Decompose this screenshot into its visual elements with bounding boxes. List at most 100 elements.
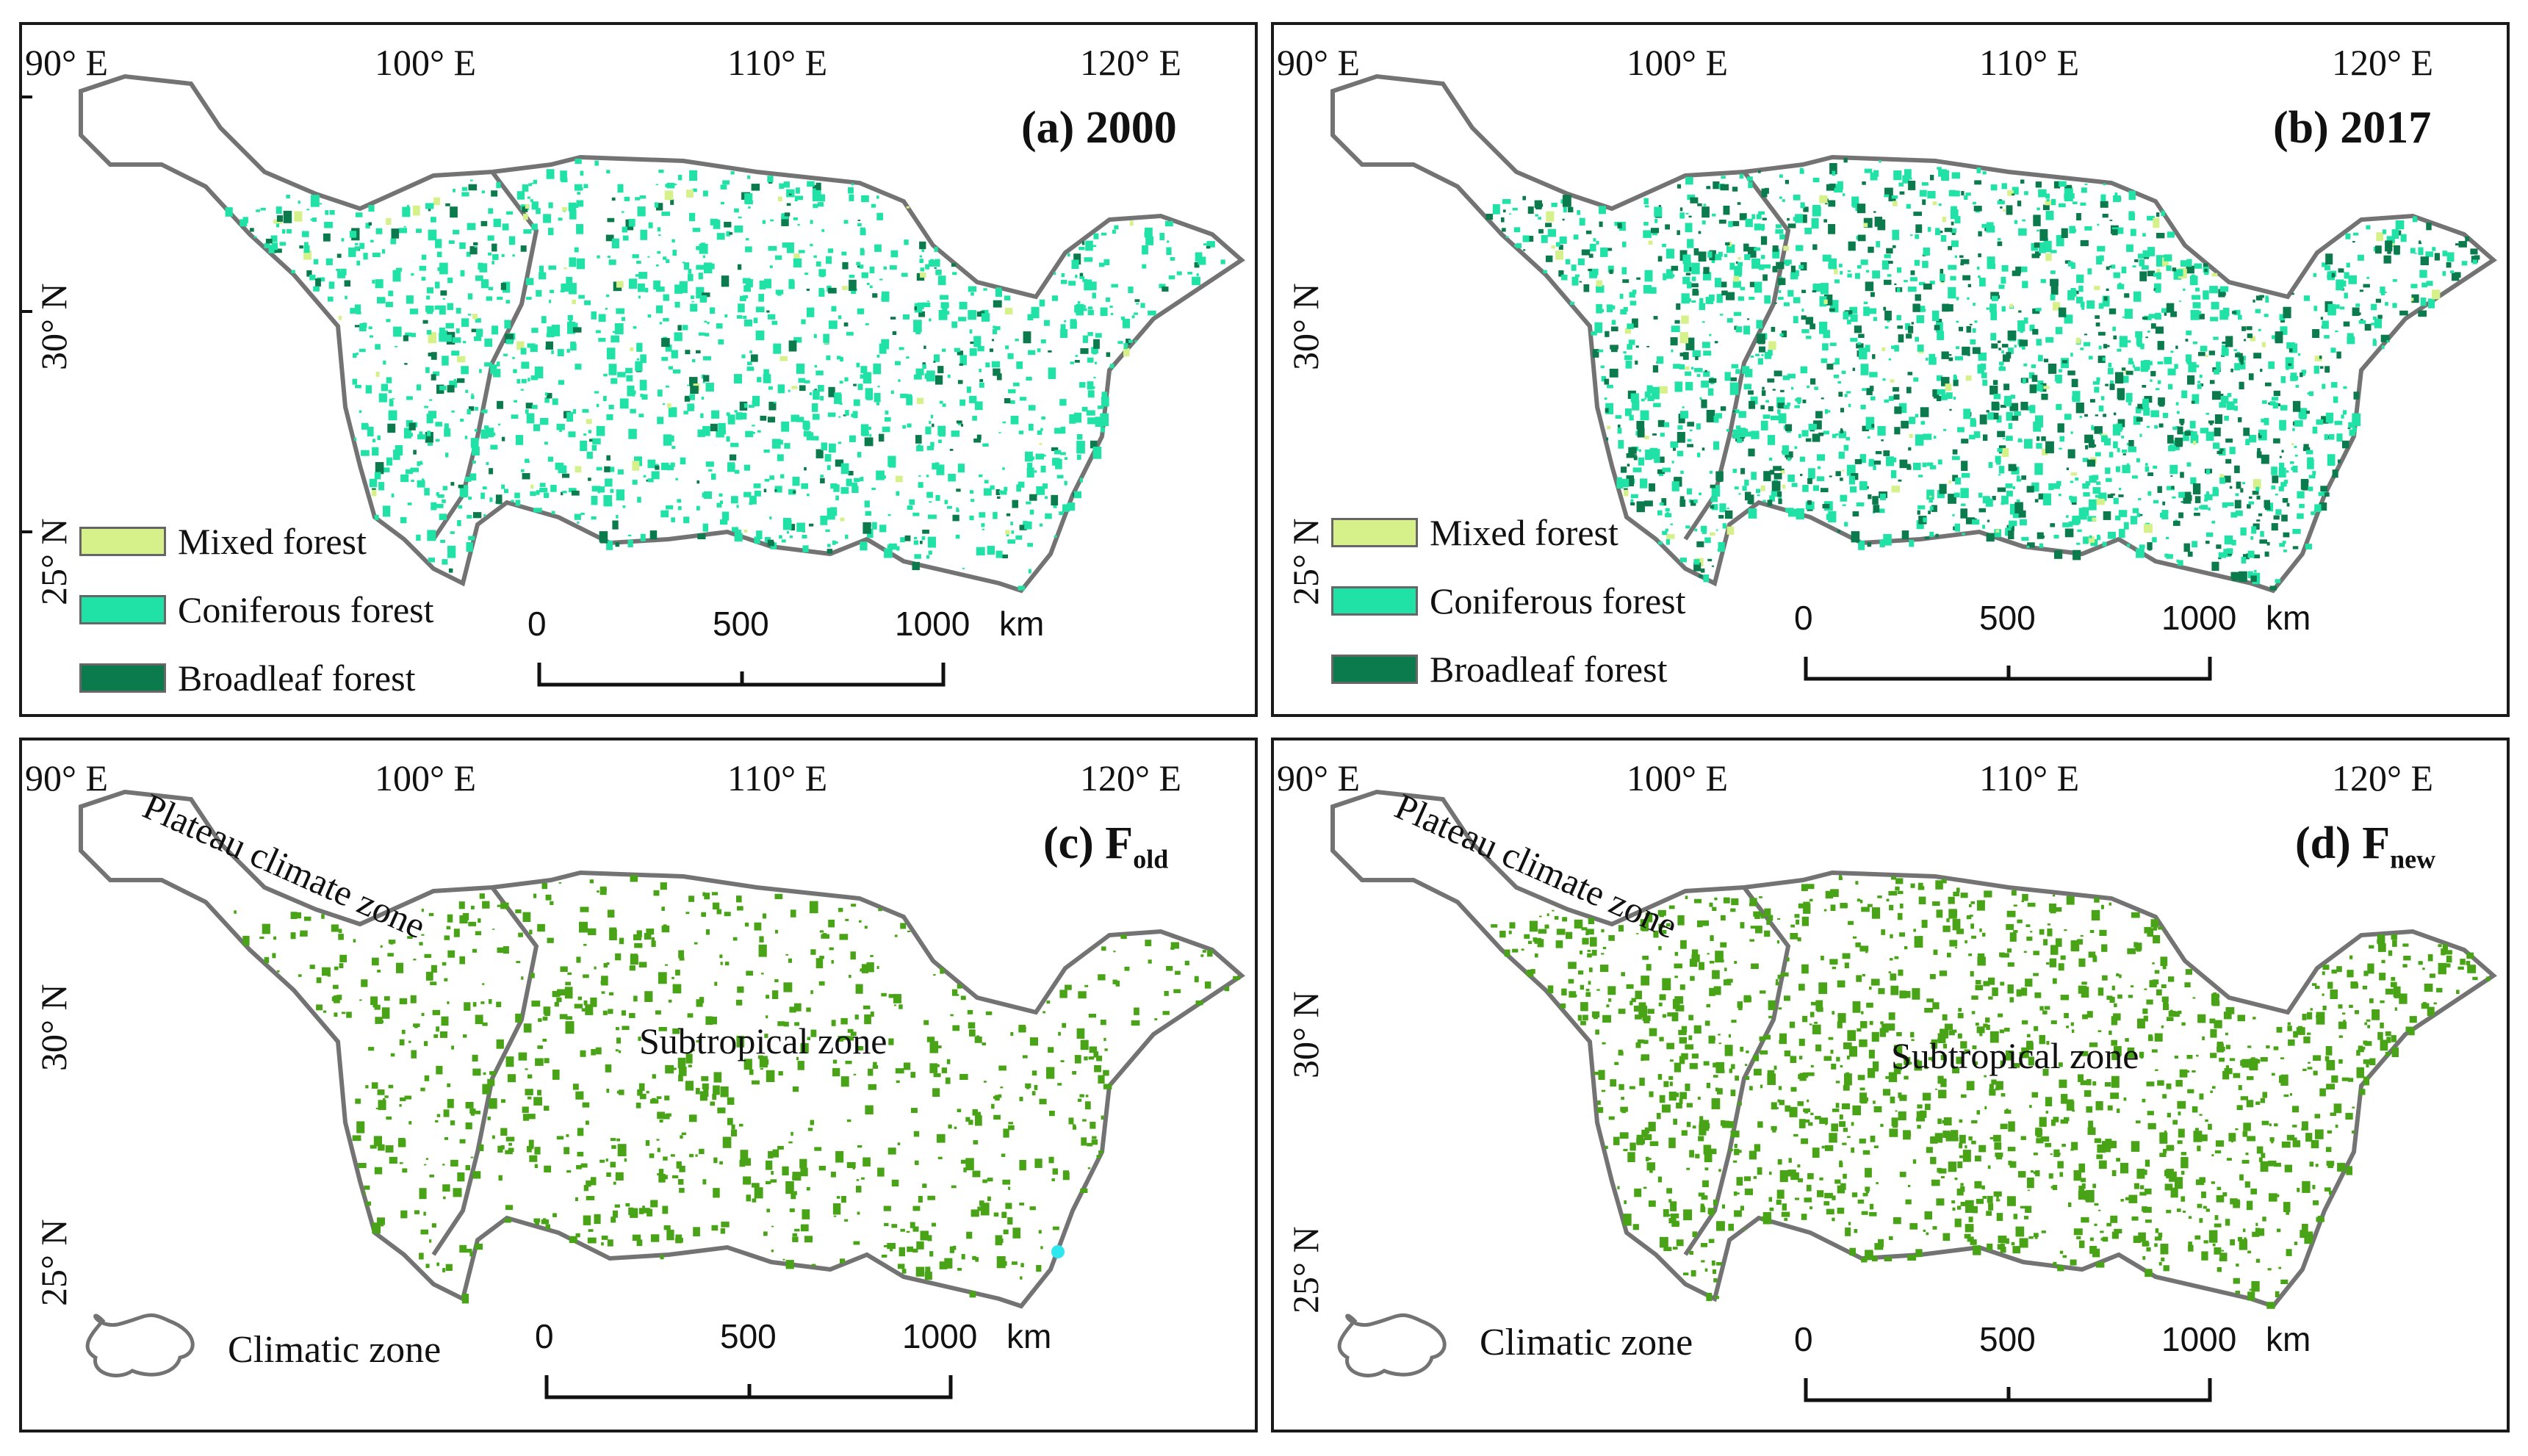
- forest-pixel: [462, 341, 467, 344]
- forest-pixel: [1702, 272, 1712, 281]
- forest-pixel: [496, 181, 501, 189]
- forest-pixel: [1986, 410, 1989, 413]
- forest-pixel: [2062, 522, 2070, 527]
- forest-pixel: [710, 218, 719, 226]
- forest-pixel: [696, 505, 700, 511]
- forest-pixel: [774, 893, 783, 899]
- forest-pixel: [2278, 486, 2284, 491]
- forest-pixel: [933, 1073, 941, 1078]
- forest-pixel: [743, 1059, 752, 1070]
- forest-pixel: [2179, 419, 2185, 424]
- forest-pixel: [1627, 1152, 1635, 1162]
- forest-pixel: [1087, 1142, 1093, 1147]
- forest-pixel: [522, 473, 530, 480]
- forest-pixel: [1571, 276, 1579, 286]
- forest-pixel: [1956, 297, 1959, 300]
- forest-pixel: [683, 411, 688, 415]
- forest-pixel: [525, 403, 533, 409]
- forest-pixel: [1929, 506, 1934, 511]
- forest-pixel: [1068, 1117, 1074, 1125]
- forest-pixel: [428, 912, 434, 917]
- forest-pixel: [1659, 502, 1664, 505]
- forest-pixel: [2466, 952, 2474, 959]
- forest-pixel: [738, 216, 742, 219]
- forest-pixel: [577, 1151, 584, 1157]
- forest-pixel: [913, 1131, 920, 1137]
- forest-pixel: [1989, 385, 1998, 395]
- forest-pixel: [2055, 375, 2062, 382]
- forest-pixel: [934, 267, 937, 269]
- forest-pixel: [572, 1084, 579, 1090]
- forest-pixel: [719, 500, 724, 504]
- forest-pixel: [786, 203, 791, 206]
- forest-pixel: [1787, 289, 1794, 297]
- forest-pixel: [1665, 528, 1668, 532]
- forest-pixel: [1079, 382, 1086, 388]
- forest-pixel: [1010, 416, 1019, 425]
- forest-pixel: [1699, 298, 1704, 303]
- forest-pixel: [541, 316, 547, 323]
- forest-pixel: [1997, 238, 2001, 241]
- forest-pixel: [794, 1228, 800, 1232]
- forest-pixel: [840, 356, 843, 362]
- forest-pixel: [1798, 433, 1801, 439]
- forest-pixel: [1930, 175, 1934, 181]
- forest-pixel: [1849, 306, 1858, 314]
- forest-pixel: [768, 401, 777, 411]
- forest-pixel: [857, 308, 865, 314]
- forest-pixel: [2121, 267, 2127, 273]
- forest-pixel: [749, 1069, 754, 1075]
- forest-pixel: [795, 195, 803, 201]
- forest-pixel: [2119, 488, 2122, 491]
- forest-pixel: [661, 1175, 668, 1180]
- forest-pixel: [999, 1238, 1004, 1243]
- forest-pixel: [2226, 548, 2233, 554]
- lon-label: 100° E: [1627, 42, 1729, 83]
- forest-pixel: [2260, 430, 2265, 436]
- forest-pixel: [839, 934, 849, 940]
- forest-pixel: [2154, 425, 2158, 429]
- forest-pixel: [606, 170, 611, 174]
- forest-pixel: [1112, 229, 1116, 234]
- forest-pixel: [2122, 316, 2125, 318]
- forest-pixel: [1596, 240, 1599, 245]
- forest-pixel: [2150, 323, 2156, 329]
- forest-pixel: [782, 1166, 789, 1175]
- forest-pixel: [435, 281, 440, 289]
- forest-pixel: [830, 1172, 836, 1178]
- forest-pixel: [2250, 536, 2254, 540]
- forest-pixel: [739, 1159, 746, 1167]
- forest-pixel: [2258, 433, 2262, 439]
- forest-pixel: [1682, 406, 1685, 408]
- forest-pixel: [2252, 491, 2259, 495]
- forest-pixel: [2200, 383, 2204, 386]
- forest-pixel: [957, 380, 963, 384]
- forest-pixel: [433, 371, 440, 376]
- forest-pixel: [800, 1042, 809, 1053]
- forest-pixel: [390, 1053, 395, 1057]
- forest-pixel: [475, 328, 483, 337]
- forest-pixel: [586, 1196, 595, 1200]
- forest-pixel: [2115, 515, 2121, 521]
- forest-pixel: [2273, 438, 2280, 444]
- forest-pixel: [493, 218, 501, 227]
- forest-pixel: [1713, 441, 1720, 450]
- forest-pixel: [2100, 396, 2105, 400]
- forest-pixel: [425, 1264, 430, 1269]
- forest-pixel: [467, 293, 473, 300]
- forest-pixel: [1737, 256, 1741, 260]
- forest-pixel: [591, 1049, 596, 1056]
- forest-pixel: [281, 228, 286, 234]
- forest-pixel: [678, 950, 684, 959]
- forest-pixel: [699, 997, 705, 1003]
- scale-label: 500: [1979, 599, 2036, 637]
- forest-pixel: [1007, 1217, 1013, 1225]
- forest-pixel: [442, 559, 448, 565]
- forest-pixel: [2162, 966, 2167, 970]
- forest-pixel: [2192, 541, 2197, 548]
- forest-pixel: [1715, 413, 1722, 419]
- forest-pixel: [1593, 238, 1596, 242]
- forest-pixel: [2109, 452, 2114, 458]
- forest-pixel: [743, 1176, 752, 1185]
- forest-pixel: [1018, 430, 1024, 435]
